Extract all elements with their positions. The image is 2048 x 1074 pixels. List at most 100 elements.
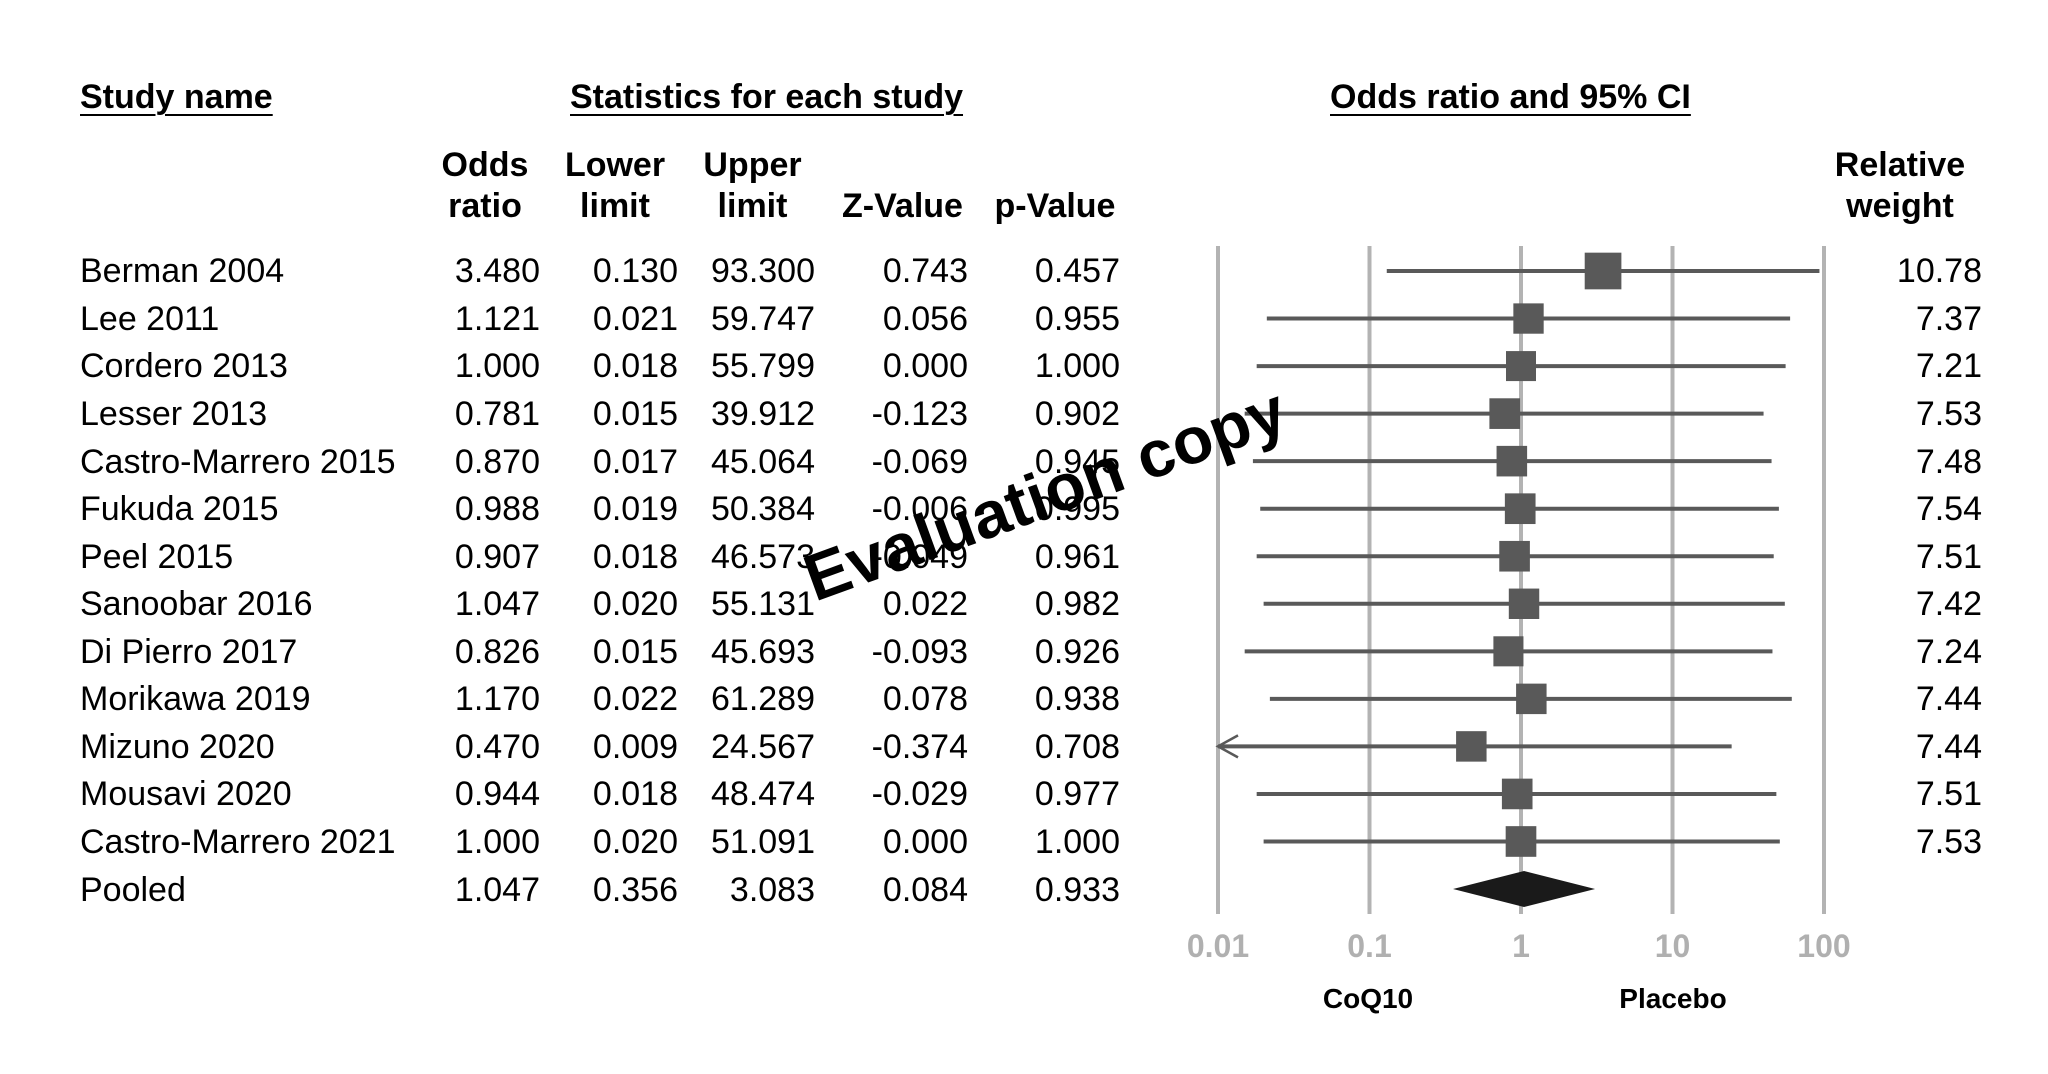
study-row: Di Pierro 2017 0.826 0.015 45.693 -0.093… [0, 632, 2048, 672]
effect-square [1493, 636, 1524, 667]
upper-limit-value: 55.799 [711, 347, 815, 385]
odds-ratio-value: 1.170 [454, 680, 540, 718]
effect-square [1499, 540, 1530, 572]
study-name: Fukuda 2015 [80, 490, 279, 528]
study-row: Cordero 2013 1.000 0.018 55.799 0.000 1.… [0, 346, 2048, 386]
relative-weight-header-line2: weight [1846, 187, 1954, 225]
study-row: Peel 2015 0.907 0.018 46.573 -0.049 0.96… [0, 537, 2048, 577]
study-row: Fukuda 2015 0.988 0.019 50.384 -0.006 0.… [0, 489, 2048, 529]
lower-limit-header-line2: limit [580, 187, 650, 225]
relative-weight-value: 7.37 [1915, 300, 1982, 338]
study-name: Mizuno 2020 [80, 728, 275, 766]
odds-ratio-header-line1: Odds [441, 146, 529, 184]
x-tick-label: 100 [1797, 928, 1850, 964]
p-value-value: 0.977 [1034, 775, 1120, 813]
odds-ratio-header-line2: ratio [448, 187, 522, 225]
upper-limit-column-header: Upper limit [690, 145, 815, 227]
effect-square [1501, 778, 1533, 810]
study-name: Lesser 2013 [80, 395, 268, 433]
z-value-value: -0.069 [871, 443, 968, 481]
study-row: Mizuno 2020 0.470 0.009 24.567 -0.374 0.… [0, 727, 2048, 767]
study-row: Sanoobar 2016 1.047 0.020 55.131 0.022 0… [0, 584, 2048, 624]
lower-limit-value: 0.015 [592, 395, 678, 433]
relative-weight-value: 7.54 [1915, 490, 1982, 528]
p-value-value: 0.982 [1034, 585, 1120, 623]
pooled-odds-ratio-value: 1.047 [454, 871, 540, 909]
odds-ratio-value: 0.988 [454, 490, 540, 528]
upper-limit-value: 93.300 [711, 252, 815, 290]
p-value-value: 1.000 [1034, 823, 1120, 861]
z-value-value: 0.000 [882, 347, 968, 385]
pooled-label: Pooled [80, 871, 186, 909]
effect-square [1456, 731, 1487, 762]
study-name: Morikawa 2019 [80, 680, 311, 718]
z-value-value: -0.093 [871, 633, 968, 671]
upper-limit-header-line2: limit [717, 187, 788, 225]
upper-limit-value: 51.091 [711, 823, 815, 861]
relative-weight-value: 7.24 [1915, 633, 1982, 671]
p-value-value: 0.902 [1034, 395, 1120, 433]
x-tick-label: 0.01 [1187, 928, 1249, 964]
relative-weight-value: 7.42 [1915, 585, 1982, 623]
lower-limit-value: 0.017 [592, 443, 678, 481]
odds-ratio-value: 0.470 [454, 728, 540, 766]
study-name: Cordero 2013 [80, 347, 288, 385]
relative-weight-value: 7.51 [1915, 775, 1982, 813]
odds-ratio-value: 0.944 [454, 775, 540, 813]
effect-square [1504, 493, 1536, 525]
study-row: Castro-Marrero 2015 0.870 0.017 45.064 -… [0, 442, 2048, 482]
p-value-value: 0.457 [1034, 252, 1120, 290]
lower-limit-value: 0.018 [592, 347, 678, 385]
relative-weight-value: 7.21 [1915, 347, 1982, 385]
odds-ratio-value: 0.907 [454, 538, 540, 576]
p-value-value: 0.995 [1034, 490, 1120, 528]
relative-weight-value: 7.48 [1915, 443, 1982, 481]
p-value-value: 0.926 [1034, 633, 1120, 671]
odds-ratio-ci-header: Odds ratio and 95% CI [1330, 78, 1691, 116]
upper-limit-value: 50.384 [711, 490, 815, 528]
p-value-value: 0.945 [1034, 443, 1120, 481]
study-name: Berman 2004 [80, 252, 285, 290]
pooled-diamond [1453, 871, 1596, 908]
pooled-z-value-value: 0.084 [882, 871, 968, 909]
left-direction-label: CoQ10 [1323, 983, 1413, 1014]
study-name-header: Study name [80, 78, 273, 116]
odds-ratio-value: 0.826 [454, 633, 540, 671]
odds-ratio-value: 3.480 [454, 252, 540, 290]
effect-square [1508, 588, 1540, 619]
lower-limit-value: 0.130 [592, 252, 678, 290]
upper-limit-value: 48.474 [711, 775, 815, 813]
upper-limit-value: 46.573 [711, 538, 815, 576]
study-name: Mousavi 2020 [80, 775, 292, 813]
x-tick-label: 10 [1655, 928, 1691, 964]
relative-weight-value: 7.51 [1915, 538, 1982, 576]
effect-square [1489, 398, 1521, 429]
odds-ratio-column-header: Odds ratio [430, 145, 540, 227]
z-value-value: -0.123 [871, 395, 968, 433]
odds-ratio-value: 0.781 [454, 395, 540, 433]
upper-limit-value: 59.747 [711, 300, 815, 338]
study-name: Peel 2015 [80, 538, 234, 576]
relative-weight-value: 7.53 [1915, 823, 1982, 861]
odds-ratio-value: 0.870 [454, 443, 540, 481]
effect-square [1506, 351, 1536, 382]
pooled-lower-limit-value: 0.356 [592, 871, 678, 909]
relative-weight-value: 7.53 [1915, 395, 1982, 433]
lower-limit-value: 0.020 [592, 823, 678, 861]
upper-limit-value: 24.567 [711, 728, 815, 766]
upper-limit-value: 55.131 [711, 585, 815, 623]
z-value-value: -0.049 [871, 538, 968, 576]
relative-weight-value: 10.78 [1896, 252, 1982, 290]
z-value-value: 0.078 [882, 680, 968, 718]
p-value-value: 0.955 [1034, 300, 1120, 338]
pooled-row: Pooled 1.047 0.356 3.083 0.084 0.933 [0, 870, 2048, 910]
upper-limit-value: 61.289 [711, 680, 815, 718]
p-value-value: 1.000 [1034, 347, 1120, 385]
p-value-value: 0.708 [1034, 728, 1120, 766]
pooled-upper-limit-value: 3.083 [729, 871, 815, 909]
z-value-value: 0.000 [882, 823, 968, 861]
upper-limit-header-line1: Upper [703, 146, 802, 184]
study-name: Lee 2011 [80, 300, 220, 338]
